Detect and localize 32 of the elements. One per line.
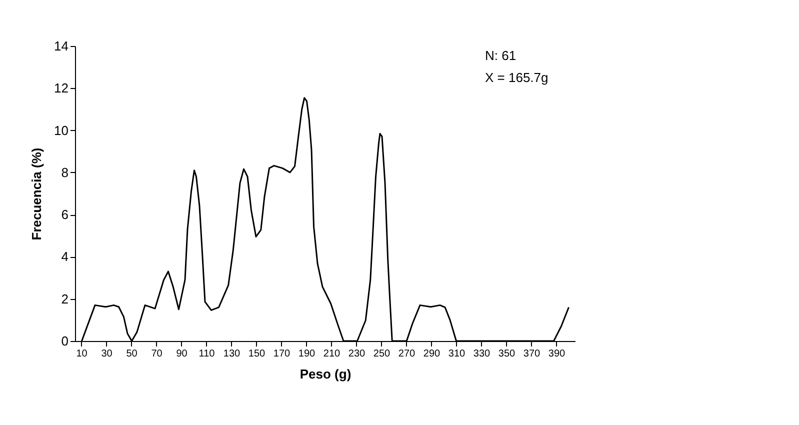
- y-tick-label: 2: [61, 291, 68, 306]
- x-tick-label: 290: [423, 348, 441, 360]
- x-tick-label: 330: [473, 348, 491, 360]
- x-tick-label: 210: [323, 348, 341, 360]
- x-tick-label: 30: [101, 348, 113, 360]
- x-tick-label: 350: [498, 348, 516, 360]
- y-tick-label: 6: [61, 207, 68, 222]
- y-tick-label: 0: [61, 334, 68, 348]
- y-tick-label: 12: [54, 80, 68, 96]
- x-tick-label: 310: [448, 348, 466, 360]
- x-axis-title: Peso (g): [300, 366, 352, 382]
- x-tick-label: 190: [298, 348, 316, 360]
- y-tick-label: 4: [61, 249, 68, 264]
- x-tick-label: 390: [548, 348, 566, 360]
- y-axis-title: Frecuencia (%): [29, 148, 44, 240]
- x-tick-label: 170: [273, 348, 291, 360]
- x-tick-label: 70: [151, 348, 163, 360]
- x-tick-label: 130: [223, 348, 241, 360]
- x-tick-label: 250: [373, 348, 391, 360]
- x-tick-label: 110: [198, 348, 216, 360]
- y-tick-label: 14: [54, 38, 68, 54]
- y-tick-label: 8: [61, 164, 68, 180]
- x-tick-label: 50: [126, 348, 138, 360]
- annotation: N: 61: [485, 48, 516, 63]
- x-tick-label: 230: [348, 348, 366, 360]
- annotation: X = 165.7g: [485, 70, 548, 85]
- x-tick-label: 150: [248, 348, 266, 360]
- x-tick-label: 270: [398, 348, 416, 360]
- y-tick-label: 10: [54, 122, 68, 138]
- x-tick-label: 10: [76, 348, 88, 360]
- x-tick-label: 90: [176, 348, 188, 360]
- x-tick-label: 370: [523, 348, 541, 360]
